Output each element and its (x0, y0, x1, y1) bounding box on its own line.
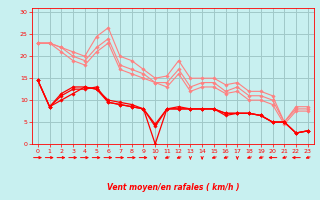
Text: Vent moyen/en rafales ( km/h ): Vent moyen/en rafales ( km/h ) (107, 183, 239, 192)
